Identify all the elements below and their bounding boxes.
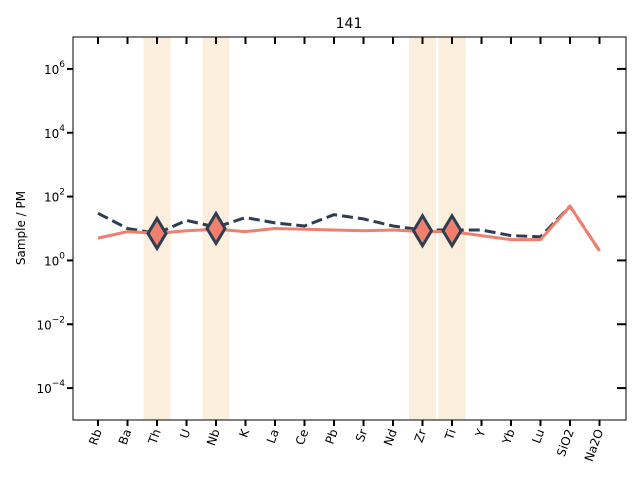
y-axis-label: Sample / PM: [14, 191, 28, 265]
y-tick-label: 102: [44, 188, 65, 205]
marker-zr: [411, 212, 434, 249]
plot-frame: [72, 36, 627, 421]
y-tick-label: 104: [44, 124, 65, 141]
x-tick-label: Lu: [529, 427, 547, 445]
x-tick-label: La: [264, 427, 282, 445]
markers-layer: [146, 210, 463, 252]
x-tick-label: Sr: [353, 427, 370, 444]
y-tick-label: 10−2: [36, 315, 65, 332]
x-tick-label: Yb: [499, 427, 518, 447]
x-tick-label: Ce: [293, 427, 312, 447]
marker-nb: [205, 210, 227, 247]
y-tick-label: 106: [44, 60, 65, 77]
x-tick-label: Ti: [442, 427, 459, 442]
x-tick-label: SiO2: [554, 427, 577, 458]
series-line-1: [97, 204, 601, 252]
marker-th: [146, 215, 168, 252]
y-tick-label: 10−4: [36, 379, 65, 396]
x-tick-label: Th: [145, 427, 164, 447]
x-tick-label: Y: [472, 427, 488, 440]
chart-title: 141: [336, 16, 363, 32]
x-tick-label: Ba: [116, 427, 134, 446]
x-tick-label: Zr: [412, 427, 430, 444]
x-tick-label: Na2O: [582, 427, 607, 463]
x-tick-label: Rb: [86, 427, 105, 447]
series-line-2: [97, 204, 601, 252]
marker-ti: [441, 212, 463, 249]
y-ticks: 10−4 10−2 100 102 104 106: [36, 60, 626, 396]
x-tick-label: K: [236, 426, 252, 439]
x-tick-label: U: [177, 427, 193, 440]
series-layer: [97, 204, 601, 252]
y-tick-label: 100: [44, 251, 65, 268]
x-tick-label: Pb: [323, 427, 341, 446]
x-tick-label: Nd: [381, 427, 400, 447]
x-tick-label: Nb: [204, 427, 223, 447]
